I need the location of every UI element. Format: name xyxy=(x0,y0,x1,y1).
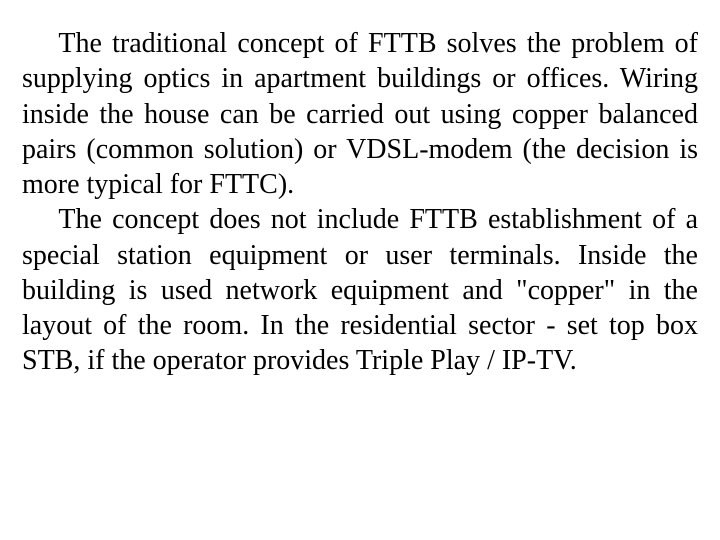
paragraph-1: The traditional concept of FTTB solves t… xyxy=(22,26,698,202)
document-page: The traditional concept of FTTB solves t… xyxy=(0,0,720,540)
paragraph-2: The concept does not include FTTB establ… xyxy=(22,202,698,378)
